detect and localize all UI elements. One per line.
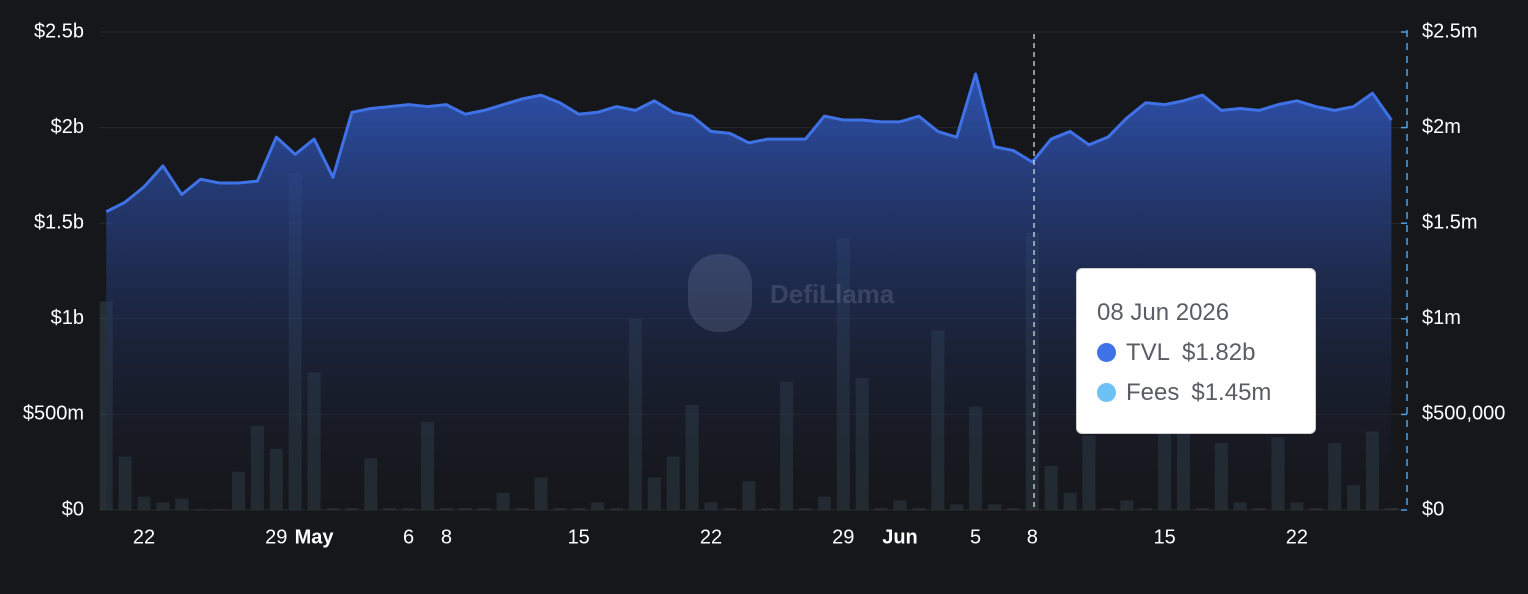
x-tick-label: 6 [403,526,414,548]
y2-tick-label: $0 [1422,498,1444,520]
x-tick-label: 29 [265,526,287,548]
tooltip-name: TVL [1126,339,1171,366]
x-tick-label: 22 [1286,526,1308,548]
tooltip-value: $1.82b [1182,339,1256,366]
y2-tick-label: $2.5m [1422,20,1478,42]
tooltip-row: Fees $1.45m [1097,373,1295,413]
tooltip-row: TVL $1.82b [1097,333,1295,373]
x-tick-label: 29 [832,526,854,548]
x-tick-label: 5 [970,526,981,548]
y-tick-label: $2.5b [34,20,84,42]
tooltip-name: Fees [1126,379,1180,406]
tvl-area [106,74,1392,511]
y2-tick-label: $2m [1422,116,1461,138]
y2-tick-label: $500,000 [1422,403,1505,425]
tooltip: 08 Jun 2026 TVL $1.82b Fees $1.45m [1076,268,1316,434]
x-tick-label: 22 [700,526,722,548]
x-tick-label: 15 [1153,526,1175,548]
x-tick-label: May [295,526,335,548]
tooltip-value: $1.45m [1191,379,1272,406]
x-tick-label: Jun [882,526,918,548]
y2-tick-label: $1.5m [1422,211,1478,233]
watermark-logo [688,254,752,332]
y-tick-label: $500m [23,403,84,425]
y-tick-label: $0 [62,498,84,520]
watermark-text: DefiLlama [770,279,895,309]
x-tick-label: 22 [133,526,155,548]
y-tick-label: $1.5b [34,211,84,233]
tooltip-dot [1097,383,1116,402]
watermark: DefiLlama [688,254,895,332]
y2-tick-label: $1m [1422,307,1461,329]
tooltip-dot [1097,343,1116,362]
tooltip-title: 08 Jun 2026 [1097,299,1230,326]
y-tick-label: $1b [51,307,84,329]
tvl-line [105,72,1393,214]
x-tick-label: 15 [568,526,590,548]
x-tick-label: 8 [1027,526,1038,548]
y-tick-label: $2b [51,116,84,138]
x-tick-label: 8 [441,526,452,548]
